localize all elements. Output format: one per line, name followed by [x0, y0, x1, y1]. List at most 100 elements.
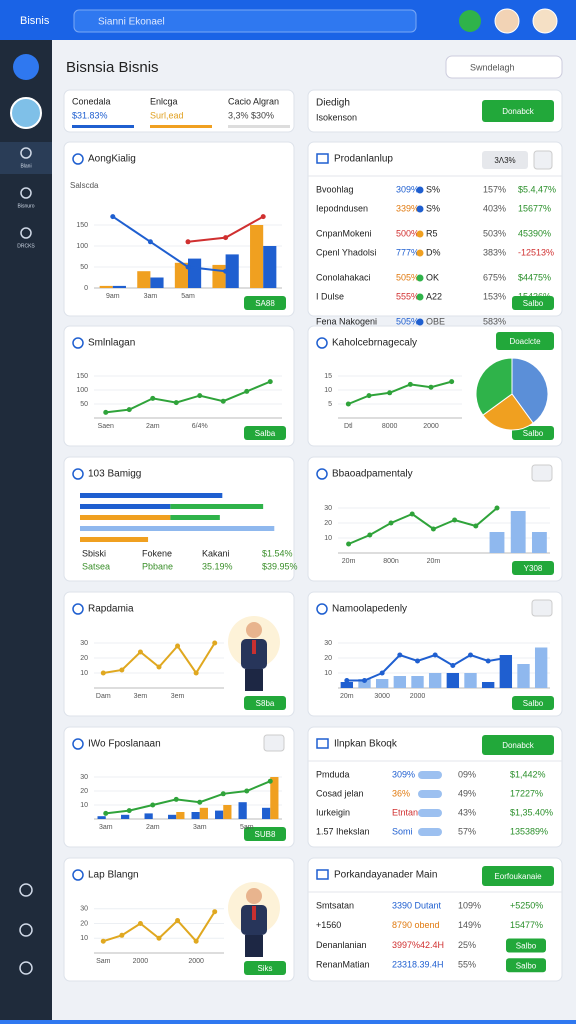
x-tick-label: 2000 — [133, 958, 149, 965]
nav-icon[interactable] — [20, 187, 32, 199]
y-tick-label: 20 — [324, 520, 332, 527]
table-cell: CnpanMokeni — [316, 228, 372, 238]
button[interactable] — [482, 866, 554, 886]
dropdown[interactable] — [263, 734, 285, 752]
button[interactable] — [512, 296, 554, 310]
bar — [375, 679, 389, 688]
y-tick-label: 10 — [80, 670, 88, 677]
table-cell: 49% — [458, 788, 476, 798]
button[interactable] — [496, 332, 554, 350]
table-cell: 17227% — [510, 788, 543, 798]
table-cell: 43% — [458, 807, 476, 817]
bar — [112, 285, 126, 288]
button[interactable] — [512, 696, 554, 710]
table-cell: Iurkeigin — [316, 807, 350, 817]
button[interactable] — [512, 561, 554, 575]
table-cell: Bvoohlag — [316, 184, 354, 194]
point — [244, 388, 250, 394]
avatar[interactable] — [532, 8, 558, 34]
bar — [137, 271, 151, 288]
x-tick-label: 6/4% — [192, 423, 208, 430]
nav-icon — [19, 961, 33, 975]
search-box[interactable] — [73, 9, 417, 33]
card-title: Bbaoadpamentaly — [332, 469, 413, 480]
progress-pill — [418, 771, 442, 779]
bar — [517, 664, 530, 688]
y-tick-label: 50 — [80, 264, 88, 271]
x-tick-label: 3000 — [374, 693, 390, 700]
table-cell: I Dulse — [316, 291, 344, 301]
bar — [531, 532, 547, 553]
button[interactable] — [512, 426, 554, 440]
table-cell: 45390% — [518, 228, 551, 238]
button[interactable] — [244, 827, 286, 841]
dropdown[interactable] — [531, 464, 553, 482]
search-box[interactable] — [445, 55, 563, 79]
x-tick-label: 20m — [340, 693, 354, 700]
button[interactable] — [482, 735, 554, 755]
card-icon — [72, 468, 84, 480]
point — [450, 663, 456, 668]
person-tie — [252, 906, 256, 920]
bar — [188, 258, 202, 288]
button[interactable] — [506, 938, 546, 953]
stat: $39.95% — [262, 561, 298, 571]
point — [223, 268, 229, 274]
button[interactable] — [482, 100, 554, 122]
table-cell: $5.4,47% — [518, 184, 556, 194]
avatar[interactable] — [10, 97, 42, 129]
nav-icon[interactable] — [20, 227, 32, 239]
point — [103, 810, 109, 816]
menu-button[interactable] — [13, 54, 39, 80]
brand: Bisnis — [20, 15, 50, 27]
table-cell: 505% — [396, 272, 419, 282]
button-label: Siks — [257, 964, 272, 973]
point — [362, 678, 367, 683]
button[interactable] — [244, 426, 286, 440]
legend-dot — [416, 318, 424, 326]
table-cell: 505% — [396, 316, 419, 326]
button[interactable] — [244, 696, 286, 710]
button[interactable] — [244, 961, 286, 975]
table-cell: 09% — [458, 769, 476, 779]
person-head — [246, 622, 262, 638]
x-tick-label: 2000 — [188, 958, 204, 965]
person-legs — [245, 669, 263, 691]
point — [430, 526, 436, 532]
point — [388, 520, 394, 526]
card-title: Ilnpkan Bkoqk — [334, 739, 398, 750]
nav-icon[interactable] — [20, 147, 32, 159]
x-tick-label: 3am — [144, 293, 158, 300]
stat: Sbiski — [82, 548, 106, 558]
button[interactable] — [506, 958, 546, 973]
table-cell: 23318.39.4H — [392, 960, 444, 970]
button[interactable] — [244, 296, 286, 310]
line — [105, 780, 271, 815]
point — [193, 670, 199, 676]
table-cell: 777% — [396, 247, 419, 257]
y-tick-label: 10 — [324, 535, 332, 542]
table-cell: 157% — [483, 184, 506, 194]
y-tick-label: 20 — [80, 920, 88, 927]
card-icon — [72, 869, 84, 881]
table-cell: +1560 — [316, 920, 341, 930]
table-cell: Cosad jelan — [316, 788, 364, 798]
x-tick-label: 20m — [342, 558, 356, 565]
y-tick-label: 100 — [76, 243, 88, 250]
card — [307, 726, 563, 848]
bar — [144, 813, 153, 819]
avatar[interactable] — [494, 8, 520, 34]
dropdown[interactable] — [531, 599, 553, 617]
button-label: Salbo — [523, 699, 544, 708]
x-tick-label: 800n — [383, 558, 399, 565]
point — [156, 664, 162, 670]
bar — [534, 647, 548, 688]
table-cell: R5 — [426, 228, 438, 238]
bar — [250, 225, 264, 288]
table-cell: $1,35.40% — [510, 807, 553, 817]
point — [212, 640, 218, 646]
close-button[interactable] — [533, 150, 553, 170]
icon-button[interactable] — [459, 10, 481, 32]
table-cell: $4475% — [518, 272, 551, 282]
